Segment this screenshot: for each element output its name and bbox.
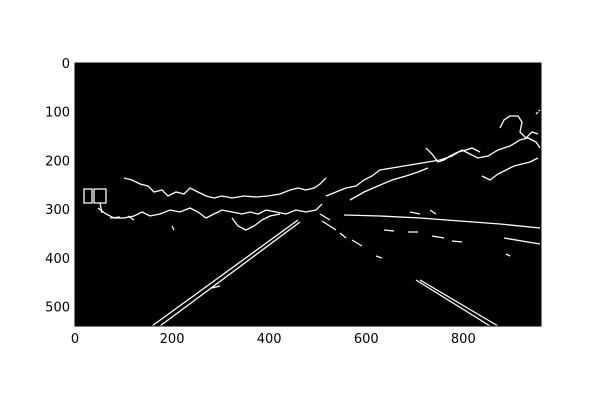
edge-image-background [75, 63, 541, 326]
edge-left-lane-outer [151, 219, 299, 327]
y-tick-label: 0 [62, 57, 70, 72]
edge-misc-spot [171, 225, 511, 257]
edge-right-lane-inner [419, 279, 499, 327]
y-tick-label: 400 [45, 252, 70, 267]
edge-sign-left [83, 188, 107, 214]
edge-right-lane-outer [415, 279, 491, 327]
edge-treeline-right [325, 137, 541, 197]
axes-frame [74, 62, 542, 327]
x-tick-label: 600 [354, 332, 379, 347]
edge-treeline-lower-left [97, 203, 323, 219]
plot-area [74, 62, 542, 327]
x-axis: 0 200 400 600 800 [71, 63, 476, 347]
edge-hill-right [349, 167, 429, 201]
edge-vehicle-left [109, 215, 135, 221]
y-axis: 0 100 200 300 400 500 [45, 57, 541, 316]
y-tick-label: 200 [45, 154, 70, 169]
edge-treeline-left [123, 177, 327, 199]
x-tick-label: 400 [257, 332, 282, 347]
x-tick-label: 800 [451, 332, 476, 347]
edge-tree-top-right [499, 115, 539, 139]
edge-left-lane-mark [211, 285, 221, 289]
edge-bush-middle [231, 213, 281, 231]
x-tick-label: 200 [160, 332, 185, 347]
edge-road-horizon [343, 214, 541, 229]
y-tick-label: 100 [45, 106, 70, 121]
y-tick-label: 500 [45, 301, 70, 316]
edge-lane-markings-right [383, 229, 541, 245]
edge-tree-right-2 [425, 147, 481, 163]
y-tick-label: 300 [45, 203, 70, 218]
edge-left-lane-inner [159, 221, 301, 327]
edge-lane-dashes-center [321, 209, 437, 259]
edge-right-lane-upper [319, 213, 331, 221]
edge-tree-right-3 [481, 157, 539, 181]
edge-image [83, 109, 541, 327]
x-tick-label: 0 [71, 332, 79, 347]
